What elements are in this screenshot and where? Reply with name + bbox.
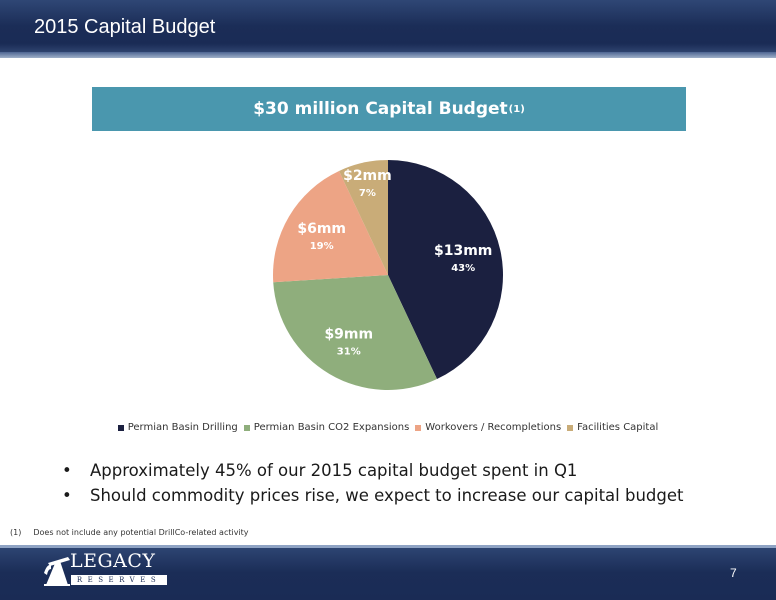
page-title: 2015 Capital Budget bbox=[34, 16, 216, 38]
header-bar bbox=[0, 0, 776, 58]
slice-value-label: $6mm bbox=[297, 221, 346, 237]
bullet-list: • Approximately 45% of our 2015 capital … bbox=[62, 458, 684, 508]
slice-percent-label: 19% bbox=[310, 241, 334, 252]
legend-swatch bbox=[117, 424, 124, 431]
footer-bar bbox=[0, 545, 776, 600]
slice-value-label: $9mm bbox=[324, 326, 373, 342]
bullet-item: • Should commodity prices rise, we expec… bbox=[62, 483, 684, 508]
pumpjack-icon bbox=[44, 557, 70, 586]
legend-item: Workovers / Recompletions bbox=[415, 422, 561, 433]
legend-label: Permian Basin CO2 Expansions bbox=[253, 422, 410, 433]
logo-name: LEGACY bbox=[70, 550, 156, 572]
legend-item: Permian Basin CO2 Expansions bbox=[243, 422, 410, 433]
pie-slice bbox=[273, 275, 437, 390]
legend-swatch bbox=[567, 424, 574, 431]
pie-slice bbox=[339, 160, 388, 275]
legend-swatch bbox=[415, 424, 422, 431]
slice-percent-label: 7% bbox=[359, 188, 376, 199]
legend-swatch bbox=[243, 424, 250, 431]
slice-percent-label: 43% bbox=[451, 263, 475, 274]
slice-percent-label: 31% bbox=[337, 346, 361, 357]
legend-item: Facilities Capital bbox=[567, 422, 658, 433]
slice-value-label: $2mm bbox=[343, 168, 392, 184]
chart-title: $30 million Capital Budget bbox=[253, 99, 508, 119]
logo-subtitle: RESERVES bbox=[71, 575, 167, 585]
legend-item: Permian Basin Drilling bbox=[117, 422, 238, 433]
footnote: (1) Does not include any potential DrillC… bbox=[10, 528, 249, 537]
chart-legend: Permian Basin Drilling Permian Basin CO2 … bbox=[0, 422, 776, 433]
pie-slice bbox=[272, 170, 388, 283]
bullet-symbol: • bbox=[62, 461, 72, 480]
footnote-ref: (1) bbox=[10, 528, 22, 537]
bullet-symbol: • bbox=[62, 486, 72, 505]
footnote-text: Does not include any potential DrillCo-r… bbox=[33, 528, 249, 537]
chart-title-banner: $30 million Capital Budget (1) bbox=[92, 87, 686, 131]
footnote-marker: (1) bbox=[508, 103, 525, 115]
bullet-text: Should commodity prices rise, we expect … bbox=[90, 486, 684, 505]
legend-label: Facilities Capital bbox=[577, 422, 659, 433]
bullet-text: Approximately 45% of our 2015 capital bu… bbox=[90, 461, 578, 480]
pie-slice bbox=[388, 160, 503, 380]
page-number: 7 bbox=[730, 566, 737, 580]
legend-label: Permian Basin Drilling bbox=[127, 422, 238, 433]
bullet-item: • Approximately 45% of our 2015 capital … bbox=[62, 458, 684, 483]
slice-value-label: $13mm bbox=[434, 243, 492, 259]
legend-label: Workovers / Recompletions bbox=[425, 422, 562, 433]
